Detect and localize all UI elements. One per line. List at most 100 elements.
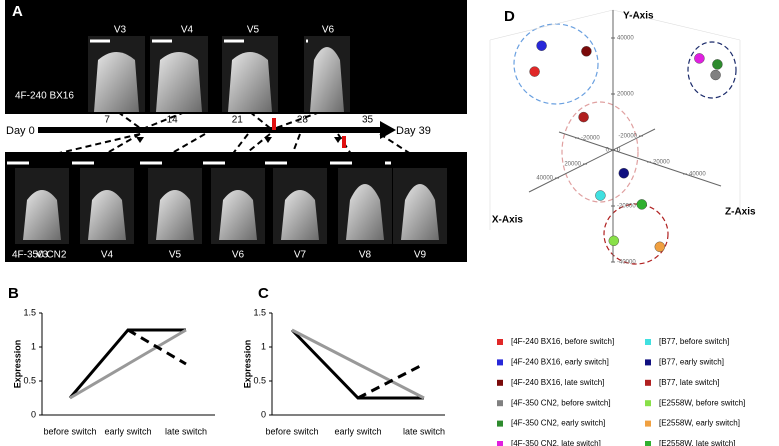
panel-label: A	[12, 3, 23, 20]
stage-label: V6	[322, 25, 335, 36]
x-tick-label: late switch	[165, 426, 207, 436]
stage-label: V4	[181, 25, 194, 36]
z-tick-label: 0	[617, 148, 621, 154]
y-tick-label: 0	[261, 409, 266, 419]
legend-swatch	[645, 359, 651, 366]
z-axis	[558, 131, 722, 187]
y-tick-label: 0.5	[253, 375, 266, 385]
series-line	[291, 328, 425, 400]
point	[529, 66, 540, 77]
legend-label: [4F-350 CN2, before switch]	[511, 398, 611, 407]
x-tick-label: 40000	[536, 176, 553, 182]
strip-label: 4F-350 CN2	[12, 250, 67, 261]
legend-label: [4F-240 BX16, late switch]	[511, 378, 604, 387]
legend-swatch	[497, 379, 503, 386]
z-tick-label: 20000	[653, 160, 670, 166]
strip-label: 4F-240 BX16	[15, 91, 74, 102]
stage-label: V5	[169, 250, 182, 261]
x-tick-label: early switch	[104, 426, 151, 436]
legend-swatch	[645, 420, 651, 427]
point	[710, 69, 721, 81]
point	[536, 40, 547, 51]
y-tick-label: 40000	[617, 36, 634, 42]
stage-label: V9	[414, 250, 427, 261]
tissue	[23, 190, 61, 240]
point	[618, 167, 629, 179]
timeline-end: Day 39	[396, 125, 431, 137]
stage-label: V8	[359, 250, 372, 261]
day-tick-label: 7	[104, 115, 110, 126]
y-tick-label: 1	[261, 341, 266, 351]
panel-label: C	[258, 285, 269, 302]
legend-swatch	[645, 400, 651, 407]
legend-swatch	[645, 339, 651, 345]
legend-swatch	[497, 339, 503, 345]
legend-label: [E2558W, before switch]	[659, 398, 745, 407]
legend-label: [4F-240 BX16, before switch]	[511, 337, 614, 346]
point	[581, 46, 592, 57]
tissue	[281, 190, 319, 240]
panel-label: B	[8, 285, 19, 302]
x-axis-title: X-Axis	[492, 215, 524, 226]
x-tick-label: 0	[606, 148, 610, 154]
x-tick-label: before switch	[43, 426, 96, 436]
x-tick-label: 20000	[564, 162, 581, 168]
stage-label: V3	[114, 25, 127, 36]
y-tick-label: 1.5	[23, 307, 36, 317]
y-tick-label: -20000	[617, 204, 636, 210]
series-line	[69, 328, 187, 400]
z-tick-label: 40000	[689, 172, 706, 178]
legend-label: [B77, before switch]	[659, 337, 729, 346]
point	[694, 53, 705, 64]
panel-label: D	[504, 8, 515, 25]
legend-label: [4F-350 CN2, early switch]	[511, 419, 605, 428]
y-tick-label: 0	[617, 148, 621, 154]
y-tick-label: 1	[31, 341, 36, 351]
connectors	[29, 111, 421, 161]
stage-label: V6	[232, 250, 245, 261]
y-tick-label: 0.5	[23, 375, 36, 385]
legend-label: [E2558W, early switch]	[659, 419, 740, 428]
tissue	[401, 184, 439, 240]
legend-label: [4F-240 BX16, early switch]	[511, 358, 609, 367]
point	[712, 59, 723, 70]
stage-label: V4	[101, 250, 114, 261]
tissue	[219, 190, 257, 240]
legend-swatch	[497, 420, 503, 427]
legend-swatch	[645, 441, 651, 446]
legend-label: [B77, late switch]	[659, 378, 719, 387]
cube-frame	[489, 9, 741, 230]
point	[578, 111, 589, 123]
day-tick-label: 35	[362, 115, 374, 126]
legend-label: [E2558W, late switch]	[659, 439, 735, 446]
tissue	[310, 47, 344, 112]
x-tick-label: late switch	[403, 426, 445, 436]
day-tick-label: 14	[167, 115, 179, 126]
stage-label: V5	[247, 25, 260, 36]
stage-label: V7	[294, 250, 307, 261]
y-tick-label: -40000	[617, 260, 636, 266]
point	[636, 199, 647, 210]
timeline-arrow	[380, 121, 396, 139]
x-tick-label: early switch	[334, 426, 381, 436]
y-tick-label: 1.5	[253, 307, 266, 317]
legend-swatch	[645, 379, 651, 386]
tissue	[228, 52, 272, 112]
point	[654, 241, 665, 253]
point	[595, 190, 606, 201]
legend-swatch	[497, 441, 503, 446]
day-tick-label: 28	[297, 115, 309, 126]
tissue	[94, 52, 139, 112]
x-tick-label: before switch	[265, 426, 318, 436]
legend-label: [B77, early switch]	[659, 358, 724, 367]
x-axis	[528, 128, 656, 193]
tissue	[88, 190, 126, 240]
y-axis-label: Expression	[242, 340, 252, 389]
z-tick-label: -20000	[581, 136, 600, 142]
tissue	[156, 190, 194, 240]
y-tick-label: 20000	[617, 92, 634, 98]
markers	[136, 118, 346, 148]
y-tick-label: 0	[31, 409, 36, 419]
